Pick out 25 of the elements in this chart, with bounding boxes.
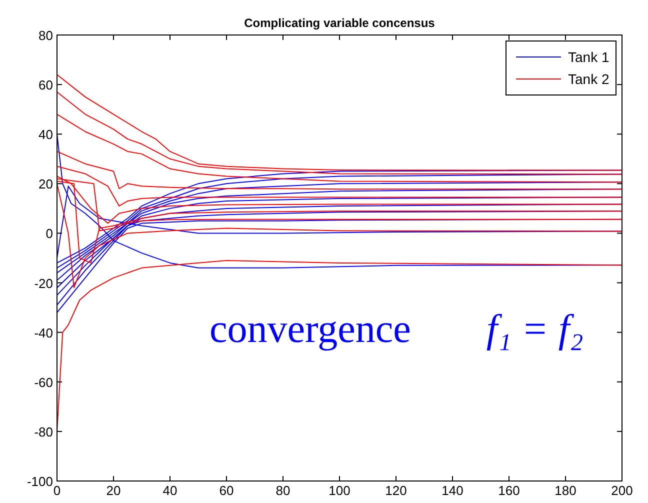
y-tick-label: -100 xyxy=(26,474,53,489)
x-tick-label: 160 xyxy=(498,483,520,498)
y-tick-label: -20 xyxy=(34,276,53,291)
x-tick-label: 120 xyxy=(385,483,407,498)
annotation: convergence xyxy=(210,306,411,352)
x-tick-label: 20 xyxy=(106,483,121,498)
x-tick-label: 140 xyxy=(442,483,464,498)
legend-label: Tank 1 xyxy=(568,49,610,65)
x-tick-label: 60 xyxy=(219,483,234,498)
y-tick-label: 20 xyxy=(38,176,53,192)
y-tick-label: 80 xyxy=(38,28,53,43)
chart-title: Complicating variable concensus xyxy=(244,16,436,30)
y-tick-label: 40 xyxy=(38,127,53,142)
y-tick-label: -60 xyxy=(34,374,53,390)
x-tick-label: 200 xyxy=(611,483,633,498)
legend-label: Tank 2 xyxy=(568,71,610,87)
x-tick-label: 180 xyxy=(554,483,576,498)
x-tick-label: 40 xyxy=(162,483,178,498)
y-tick-label: -40 xyxy=(34,325,53,340)
y-tick-label: -80 xyxy=(34,424,53,440)
x-tick-label: 100 xyxy=(328,483,350,498)
annotation: f₁ = f₂ xyxy=(486,306,584,352)
y-tick-label: 0 xyxy=(46,226,53,242)
x-tick-label: 80 xyxy=(276,483,290,498)
y-tick-label: 60 xyxy=(38,78,53,93)
